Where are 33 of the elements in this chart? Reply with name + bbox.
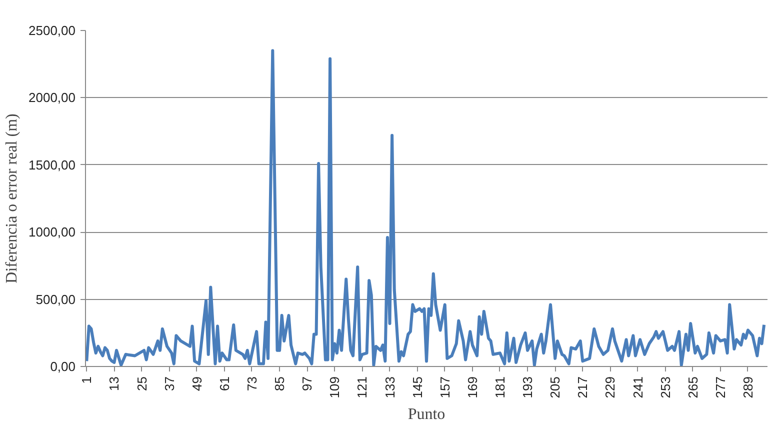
x-tick-label: 241 [630,376,646,398]
x-tick-label: 181 [492,376,508,398]
x-tick-label: 85 [272,376,288,391]
x-tick-label: 265 [685,376,700,398]
y-tick-label: 1500,00 [28,157,76,172]
y-tick-label: 2000,00 [28,90,76,106]
x-tick-label: 157 [437,376,452,398]
x-tick-label: 289 [740,376,756,398]
x-tick-label: 1 [79,376,94,384]
y-axis-title: Diferencia o error real (m) [4,114,21,284]
x-tick-label: 121 [354,376,370,398]
y-tick-label: 500,00 [36,292,76,307]
y-tick-label: 0,00 [50,359,76,374]
x-tick-label: 49 [189,376,204,391]
x-tick-label: 169 [464,376,480,398]
x-tick-label: 253 [658,376,673,398]
x-tick-label: 13 [106,376,122,391]
x-tick-label: 205 [548,376,563,398]
x-tick-label: 97 [300,376,315,391]
x-tick-label: 217 [575,376,590,398]
y-tick-label: 2500,00 [28,23,76,38]
x-axis-title: Punto [408,406,446,424]
x-tick-label: 73 [244,376,260,391]
x-tick-label: 25 [134,376,150,391]
y-tick-label: 1000,00 [28,224,76,240]
x-tick-label: 133 [382,376,398,398]
x-tick-label: 61 [216,376,232,391]
x-tick-label: 229 [602,376,618,398]
x-tick-label: 145 [410,376,425,398]
x-tick-label: 277 [712,376,728,398]
x-tick-label: 109 [327,376,342,398]
x-tick-label: 37 [162,376,177,391]
x-tick-label: 193 [520,376,536,398]
